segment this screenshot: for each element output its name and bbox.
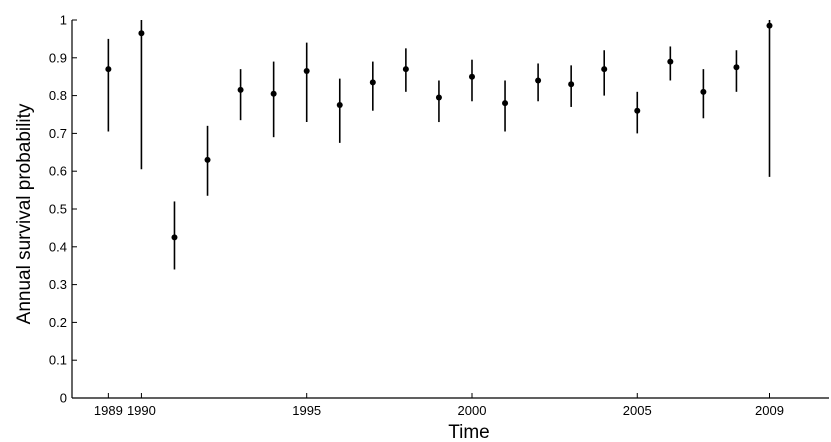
data-point (468, 73, 475, 80)
x-tick-label: 2000 (458, 403, 487, 418)
data-points (105, 22, 773, 241)
data-point (568, 81, 575, 88)
data-point (601, 66, 608, 73)
data-point (303, 68, 310, 75)
data-point (667, 58, 674, 65)
y-axis-label: Annual survival probability (14, 103, 35, 324)
data-point (766, 22, 773, 29)
y-tick-label: 0.4 (49, 239, 67, 254)
y-tick-label: 0.8 (49, 88, 67, 103)
data-point (700, 88, 707, 95)
data-point (369, 79, 376, 86)
y-tick-label: 0.1 (49, 353, 67, 368)
data-point (105, 66, 112, 73)
data-point (535, 77, 542, 84)
y-tick-label: 0.2 (49, 315, 67, 330)
data-point (204, 156, 211, 163)
y-tick-label: 0 (60, 391, 67, 406)
error-bars (107, 20, 771, 270)
plot-area (71, 20, 829, 399)
x-tick-label: 2005 (623, 403, 652, 418)
x-tick-label: 1990 (127, 403, 156, 418)
y-tick-label: 0.7 (49, 126, 67, 141)
y-tick-label: 0.6 (49, 164, 67, 179)
x-axis-ticks: 1989 1990 1995 2000 2005 2009 (94, 393, 784, 418)
data-point (502, 100, 509, 107)
y-tick-label: 1 (60, 13, 67, 28)
data-point (138, 30, 145, 37)
data-point (336, 102, 343, 109)
x-axis-label: Time (448, 422, 490, 442)
y-tick-label: 0.3 (49, 277, 67, 292)
x-tick-label: 2009 (755, 403, 784, 418)
x-tick-label: 1995 (292, 403, 321, 418)
data-point (733, 64, 740, 71)
y-tick-label: 0.9 (49, 50, 67, 65)
data-point (237, 86, 244, 93)
data-point (435, 94, 442, 101)
data-point (402, 66, 409, 73)
data-point (171, 234, 178, 241)
data-point (634, 107, 641, 114)
y-axis-ticks: 0 0.1 0.2 0.3 0.4 0.5 0.6 0.7 0.8 0.9 1 (49, 13, 77, 406)
y-tick-label: 0.5 (49, 202, 67, 217)
data-point (270, 90, 277, 97)
x-tick-label: 1989 (94, 403, 123, 418)
